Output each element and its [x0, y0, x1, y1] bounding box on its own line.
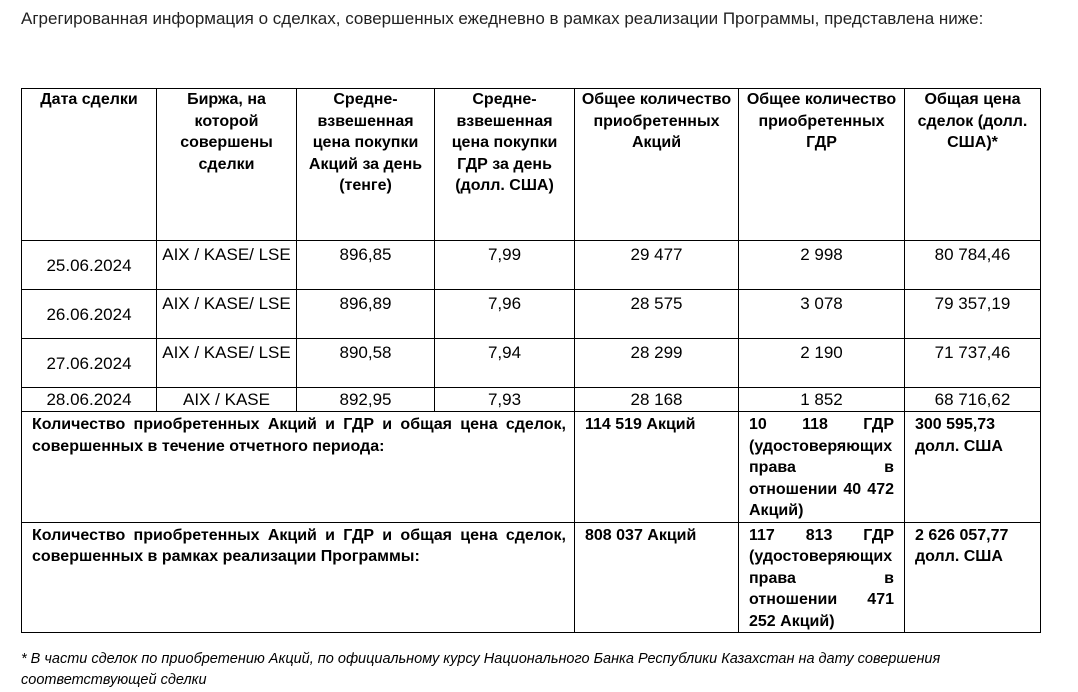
cell-avg-price-gdr: 7,96	[434, 289, 575, 339]
cell-avg-price-gdr: 7,93	[434, 387, 575, 412]
summary-program-label: Количество приобретенных Акций и ГДР и о…	[21, 521, 575, 633]
summary-program-total: 2 626 057,77 долл. США	[904, 521, 1041, 633]
header-avg-price-gdr: Средне-взвешенная цена покупки ГДР за де…	[434, 88, 575, 241]
summary-period-shares: 114 519 Акций	[574, 411, 739, 523]
cell-date: 25.06.2024	[21, 240, 157, 290]
header-exchange: Биржа, на которой совершены сделки	[156, 88, 297, 241]
summary-period-row: Количество приобретенных Акций и ГДР и о…	[21, 411, 1041, 523]
cell-total-gdr: 2 998	[738, 240, 905, 290]
cell-date: 27.06.2024	[21, 338, 157, 388]
summary-period-gdr: 10 118 ГДР (удостоверяющих права в отнош…	[738, 411, 905, 523]
cell-total-price: 71 737,46	[904, 338, 1041, 388]
cell-date: 28.06.2024	[21, 387, 157, 412]
table-header-row: Дата сделки Биржа, на которой совершены …	[21, 88, 1041, 241]
summary-period-total: 300 595,73 долл. США	[904, 411, 1041, 523]
header-total-shares: Общее количество приобретенных Акций	[574, 88, 739, 241]
cell-exchange: AIX / KASE/ LSE	[156, 240, 297, 290]
footnote: * В части сделок по приобретению Акций, …	[21, 651, 941, 688]
cell-avg-price-gdr: 7,94	[434, 338, 575, 388]
cell-total-price: 68 716,62	[904, 387, 1041, 412]
cell-avg-price-gdr: 7,99	[434, 240, 575, 290]
summary-program-gdr: 117 813 ГДР (удостоверяющих права в отно…	[738, 521, 905, 633]
header-total-gdr: Общее количество приобретенных ГДР	[738, 88, 905, 241]
cell-avg-price-shares: 890,58	[296, 338, 435, 388]
cell-avg-price-shares: 896,85	[296, 240, 435, 290]
cell-total-shares: 29 477	[574, 240, 739, 290]
cell-total-price: 80 784,46	[904, 240, 1041, 290]
cell-exchange: AIX / KASE/ LSE	[156, 289, 297, 339]
deals-table: Дата сделки Биржа, на которой совершены …	[21, 88, 1041, 633]
cell-total-shares: 28 168	[574, 387, 739, 412]
cell-exchange: AIX / KASE	[156, 387, 297, 412]
table-row: 28.06.2024 AIX / KASE 892,95 7,93 28 168…	[21, 387, 1041, 412]
cell-total-gdr: 3 078	[738, 289, 905, 339]
cell-total-gdr: 1 852	[738, 387, 905, 412]
table-row: 25.06.2024 AIX / KASE/ LSE 896,85 7,99 2…	[21, 240, 1041, 290]
header-avg-price-shares: Средне-взвешенная цена покупки Акций за …	[296, 88, 435, 241]
cell-avg-price-shares: 892,95	[296, 387, 435, 412]
summary-program-shares: 808 037 Акций	[574, 521, 739, 633]
cell-exchange: AIX / KASE/ LSE	[156, 338, 297, 388]
header-deal-date: Дата сделки	[21, 88, 157, 241]
summary-period-label: Количество приобретенных Акций и ГДР и о…	[21, 411, 575, 523]
cell-avg-price-shares: 896,89	[296, 289, 435, 339]
cell-total-price: 79 357,19	[904, 289, 1041, 339]
summary-program-row: Количество приобретенных Акций и ГДР и о…	[21, 521, 1041, 633]
cell-total-gdr: 2 190	[738, 338, 905, 388]
intro-paragraph: Агрегированная информация о сделках, сов…	[21, 9, 984, 28]
table-row: 27.06.2024 AIX / KASE/ LSE 890,58 7,94 2…	[21, 338, 1041, 388]
cell-date: 26.06.2024	[21, 289, 157, 339]
table-row: 26.06.2024 AIX / KASE/ LSE 896,89 7,96 2…	[21, 289, 1041, 339]
cell-total-shares: 28 575	[574, 289, 739, 339]
header-total-price: Общая цена сделок (долл. США)*	[904, 88, 1041, 241]
cell-total-shares: 28 299	[574, 338, 739, 388]
